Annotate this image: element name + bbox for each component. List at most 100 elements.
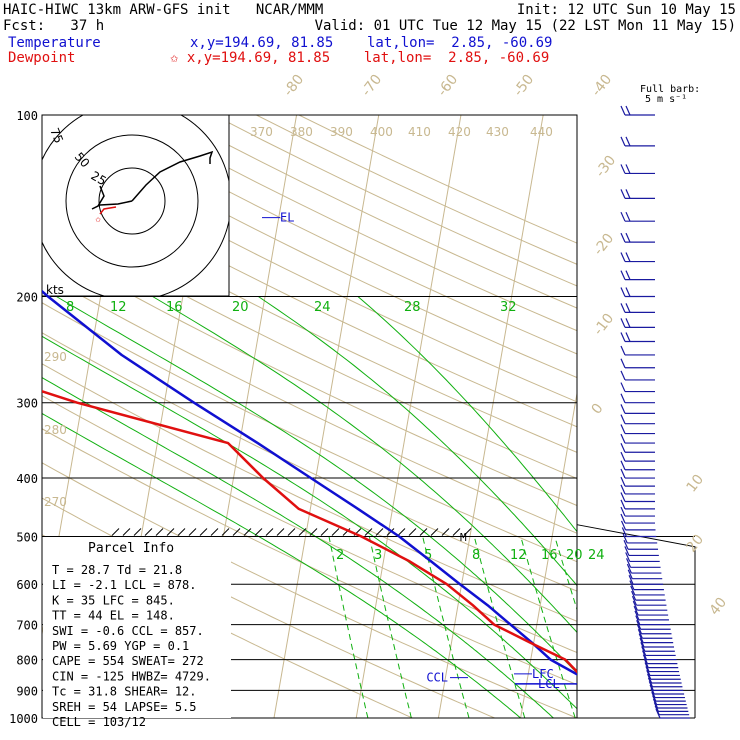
parcel-info-row: CAPE = 554 SWEAT= 272 bbox=[52, 654, 204, 668]
wind-barb bbox=[620, 468, 655, 479]
barb-flag bbox=[644, 662, 650, 672]
wind-barb bbox=[620, 484, 655, 495]
sounding-profiles bbox=[42, 289, 577, 685]
barb-flag bbox=[620, 370, 626, 381]
barb-flag bbox=[655, 708, 661, 719]
barb-flag bbox=[648, 681, 654, 691]
barb-flag bbox=[634, 610, 640, 621]
wind-barb bbox=[620, 492, 655, 503]
hatch-mark bbox=[320, 528, 329, 536]
dry-adiabat-line bbox=[42, 190, 577, 453]
isotherm-label: -70 bbox=[359, 72, 386, 100]
barb-flag bbox=[620, 484, 626, 495]
wind-barb bbox=[638, 633, 674, 644]
theta-label: 390 bbox=[330, 125, 353, 139]
theta-label: 420 bbox=[448, 125, 471, 139]
mixing-ratio-label: 3 bbox=[374, 548, 382, 563]
mixing-ratio-label: 2 bbox=[336, 548, 344, 563]
pressure-tick-label: 300 bbox=[16, 397, 38, 411]
parcel-info-title: Parcel Info bbox=[88, 541, 174, 556]
hatch-mark bbox=[254, 528, 263, 536]
barb-flag bbox=[620, 303, 626, 313]
wind-barb bbox=[620, 382, 655, 393]
hodograph-ring-label: 75 bbox=[47, 126, 66, 145]
barb-flag bbox=[641, 650, 648, 660]
hatch-mark bbox=[375, 528, 384, 536]
mixing-ratio-label: 12 bbox=[510, 548, 527, 563]
barb-flag bbox=[649, 684, 655, 695]
hodograph-box bbox=[41, 114, 230, 297]
wind-barb bbox=[644, 662, 680, 673]
barb-flag bbox=[620, 318, 626, 328]
wind-barb bbox=[620, 211, 655, 222]
barb-flag bbox=[624, 546, 630, 556]
wind-barb bbox=[620, 414, 655, 425]
barb-flag bbox=[620, 393, 626, 403]
hatch-mark bbox=[364, 528, 373, 536]
wind-barb bbox=[620, 136, 655, 147]
dry-adiabat-line bbox=[43, 115, 577, 379]
barb-flag bbox=[620, 136, 626, 147]
theta-label: 430 bbox=[486, 125, 509, 139]
hodograph-units: kts bbox=[46, 283, 64, 297]
barb-flag bbox=[647, 673, 653, 684]
header-forecast-hour: Fcst: 37 h bbox=[3, 18, 105, 34]
barb-flag bbox=[628, 574, 634, 585]
wind-barb bbox=[620, 105, 655, 116]
dry-adiabat-line bbox=[42, 138, 577, 403]
mixing-ratio-label: 16 bbox=[541, 548, 558, 563]
barb-flag bbox=[640, 642, 646, 652]
wind-barb bbox=[655, 708, 690, 719]
mixing-ratio-line bbox=[473, 536, 526, 718]
hatch-mark bbox=[133, 528, 142, 536]
hatch-mark bbox=[122, 528, 131, 536]
dry-adiabat-line bbox=[42, 272, 577, 534]
level-label-lfc: LFC bbox=[532, 667, 554, 681]
pressure-tick-label: 700 bbox=[16, 619, 38, 633]
barb-flag bbox=[650, 688, 656, 698]
wind-barb bbox=[631, 595, 667, 606]
mixing-ratio-label: 5 bbox=[424, 548, 432, 563]
parcel-info-background bbox=[43, 537, 231, 718]
wind-barb bbox=[627, 569, 663, 580]
barb-flag bbox=[620, 404, 626, 414]
parcel-path bbox=[515, 683, 577, 685]
wind-barb bbox=[620, 476, 655, 487]
dry-adiabat-line bbox=[42, 244, 577, 507]
hatch-mark bbox=[408, 528, 417, 536]
wind-barb bbox=[645, 666, 680, 677]
pressure-tick-label: 100 bbox=[16, 109, 38, 123]
mixing-ratio-label: 8 bbox=[472, 548, 480, 563]
hatch-mark bbox=[287, 528, 296, 536]
isotherm-label: -50 bbox=[511, 72, 538, 100]
wind-barb bbox=[651, 691, 686, 702]
wind-barb bbox=[626, 563, 662, 574]
barb-flag bbox=[620, 443, 626, 453]
hatch-mark bbox=[309, 528, 318, 536]
header-valid-time: Valid: 01 UTC Tue 12 May 15 (22 LST Mon … bbox=[314, 18, 736, 34]
mixing-ratio-label: 20 bbox=[566, 548, 583, 563]
hatch-mark bbox=[243, 528, 252, 536]
wind-barb bbox=[620, 303, 655, 313]
hatch-mark bbox=[232, 528, 241, 536]
wind-barb bbox=[642, 654, 678, 665]
level-label-el: EL bbox=[280, 211, 294, 225]
barb-flag bbox=[620, 414, 626, 424]
isotherm-line bbox=[685, 115, 740, 718]
barb-flag bbox=[620, 468, 626, 479]
dewpoint-profile bbox=[42, 390, 577, 674]
barb-flag bbox=[625, 318, 631, 328]
wind-barb bbox=[623, 540, 659, 550]
theta-label: 410 bbox=[408, 125, 431, 139]
barb-flag bbox=[642, 654, 648, 664]
barb-flag bbox=[629, 580, 635, 590]
wind-barb bbox=[636, 624, 672, 635]
wind-barb bbox=[625, 552, 660, 563]
isotherm-label: -40 bbox=[589, 72, 616, 100]
theta-label: 370 bbox=[250, 125, 273, 139]
mixing-ratio-line bbox=[368, 536, 412, 718]
parcel-info-row: CIN = -125 HWBZ= 4729. bbox=[52, 669, 211, 683]
barb-flag bbox=[631, 595, 637, 606]
isotherm-line bbox=[520, 390, 577, 718]
